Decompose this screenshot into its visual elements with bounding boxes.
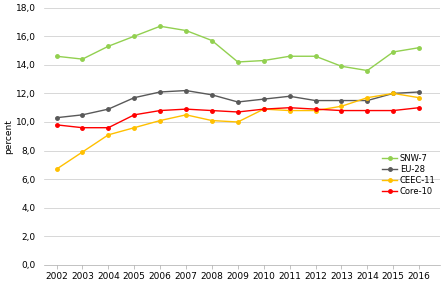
SNW-7	[339, 64, 344, 68]
CEEC-11	[287, 109, 292, 112]
CEEC-11	[183, 113, 189, 117]
Line: EU-28: EU-28	[55, 89, 421, 119]
EU-28	[158, 90, 163, 94]
CEEC-11	[54, 167, 59, 171]
EU-28	[131, 96, 137, 99]
CEEC-11	[339, 105, 344, 108]
EU-28	[313, 99, 318, 102]
Core-10	[131, 113, 137, 117]
CEEC-11	[235, 120, 241, 124]
EU-28	[261, 97, 266, 101]
Core-10	[54, 123, 59, 127]
SNW-7	[365, 69, 370, 72]
SNW-7	[235, 60, 241, 64]
Core-10	[106, 126, 111, 129]
Core-10	[209, 109, 214, 112]
EU-28	[235, 100, 241, 104]
SNW-7	[287, 54, 292, 58]
EU-28	[209, 93, 214, 97]
CEEC-11	[131, 126, 137, 129]
CEEC-11	[106, 133, 111, 137]
CEEC-11	[209, 119, 214, 122]
Core-10	[416, 106, 422, 109]
CEEC-11	[313, 109, 318, 112]
Core-10	[365, 109, 370, 112]
CEEC-11	[416, 96, 422, 99]
Core-10	[339, 109, 344, 112]
SNW-7	[54, 54, 59, 58]
EU-28	[365, 99, 370, 102]
Y-axis label: percent: percent	[4, 119, 13, 154]
SNW-7	[80, 57, 85, 61]
Line: Core-10: Core-10	[55, 106, 421, 129]
EU-28	[287, 95, 292, 98]
Core-10	[313, 107, 318, 111]
Line: CEEC-11: CEEC-11	[55, 92, 421, 171]
SNW-7	[391, 50, 396, 54]
EU-28	[339, 99, 344, 102]
Core-10	[80, 126, 85, 129]
CEEC-11	[261, 107, 266, 111]
EU-28	[54, 116, 59, 119]
SNW-7	[209, 39, 214, 42]
Line: SNW-7: SNW-7	[55, 25, 421, 72]
SNW-7	[106, 44, 111, 48]
CEEC-11	[80, 150, 85, 154]
SNW-7	[261, 59, 266, 62]
Core-10	[287, 106, 292, 109]
Core-10	[183, 107, 189, 111]
Core-10	[391, 109, 396, 112]
SNW-7	[183, 29, 189, 32]
Core-10	[158, 109, 163, 112]
SNW-7	[416, 46, 422, 49]
CEEC-11	[391, 92, 396, 95]
Core-10	[235, 110, 241, 114]
CEEC-11	[365, 96, 370, 99]
EU-28	[183, 89, 189, 92]
Legend: SNW-7, EU-28, CEEC-11, Core-10: SNW-7, EU-28, CEEC-11, Core-10	[382, 154, 436, 196]
EU-28	[391, 92, 396, 95]
EU-28	[106, 107, 111, 111]
SNW-7	[131, 34, 137, 38]
Core-10	[261, 107, 266, 111]
SNW-7	[313, 54, 318, 58]
EU-28	[80, 113, 85, 117]
CEEC-11	[158, 119, 163, 122]
EU-28	[416, 90, 422, 94]
SNW-7	[158, 25, 163, 28]
